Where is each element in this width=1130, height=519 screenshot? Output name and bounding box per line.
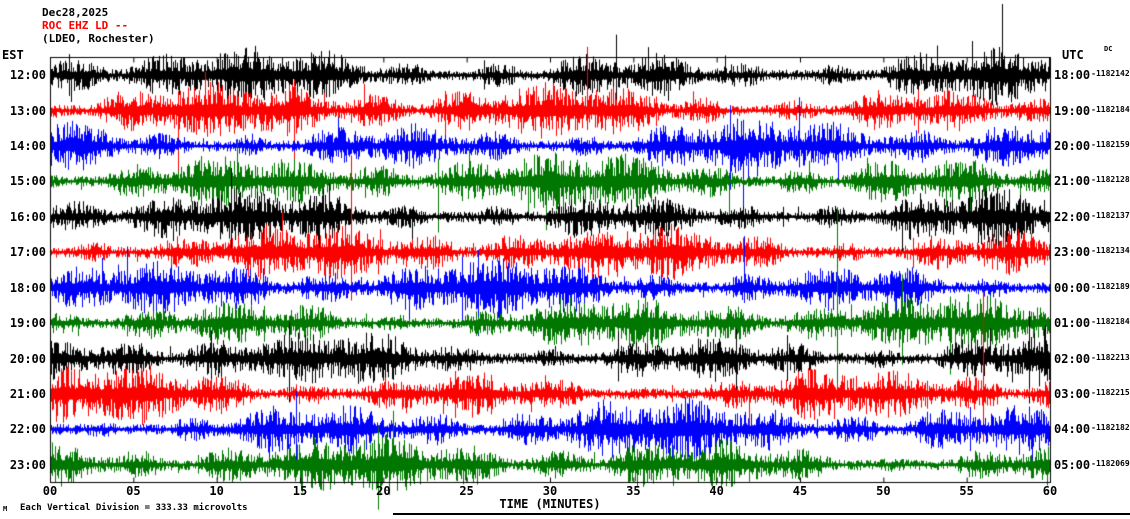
x-tick-00: 00 [42, 484, 58, 498]
date-label: Dec28,2025 [42, 6, 109, 19]
utc-label-19:00: 19:00-1182184 [1054, 103, 1130, 118]
utc-label-05:00: 05:00-1182069 [1054, 457, 1130, 472]
est-label-15:00: 15:00 [9, 174, 46, 189]
station-label: ROC EHZ LD -- [42, 19, 129, 32]
est-axis-label: EST [2, 48, 24, 62]
utc-label-18:00: 18:00-1182142 [1054, 68, 1130, 83]
x-tick-25: 25 [459, 484, 474, 498]
x-tick-55: 55 [959, 484, 974, 498]
est-label-22:00: 22:00 [9, 422, 46, 437]
est-label-21:00: 21:00 [9, 386, 46, 401]
x-tick-05: 05 [126, 484, 141, 498]
x-axis-title: TIME (MINUTES) [499, 497, 601, 511]
dc-label: DC [1104, 45, 1113, 53]
est-label-23:00: 23:00 [9, 457, 46, 472]
x-tick-35: 35 [626, 484, 641, 498]
est-label-13:00: 13:00 [9, 103, 46, 118]
utc-label-01:00: 01:00-1182184 [1054, 316, 1130, 331]
x-tick-40: 40 [709, 484, 724, 498]
est-label-19:00: 19:00 [9, 316, 46, 331]
est-label-18:00: 18:00 [9, 280, 46, 295]
est-label-12:00: 12:00 [9, 68, 46, 83]
utc-label-03:00: 03:00-1182215 [1054, 386, 1130, 401]
footer-note: Each Vertical Division = 333.33 microvol… [20, 503, 248, 513]
utc-label-22:00: 22:00-1182137 [1054, 209, 1130, 224]
x-tick-10: 10 [209, 484, 224, 498]
bottom-rule [393, 513, 1130, 515]
utc-label-04:00: 04:00-1182182 [1054, 422, 1130, 437]
x-tick-45: 45 [792, 484, 808, 498]
est-label-20:00: 20:00 [9, 351, 46, 366]
x-tick-15: 15 [292, 484, 308, 498]
x-tick-20: 20 [376, 484, 391, 498]
x-tick-60: 60 [1042, 484, 1058, 498]
utc-axis-label: UTC [1062, 48, 1084, 62]
utc-label-21:00: 21:00-1182128 [1054, 174, 1130, 189]
footer-glyph: M [3, 505, 8, 513]
utc-label-20:00: 20:00-1182159 [1054, 139, 1130, 154]
utc-label-00:00: 00:00-1182189 [1054, 280, 1130, 295]
x-tick-30: 30 [542, 484, 558, 498]
utc-label-23:00: 23:00-1182134 [1054, 245, 1130, 260]
location-label: (LDEO, Rochester) [42, 32, 155, 45]
x-tick-50: 50 [876, 484, 891, 498]
est-label-16:00: 16:00 [9, 209, 46, 224]
utc-label-02:00: 02:00-1182213 [1054, 351, 1130, 366]
est-label-14:00: 14:00 [9, 139, 46, 154]
est-label-17:00: 17:00 [9, 245, 46, 260]
